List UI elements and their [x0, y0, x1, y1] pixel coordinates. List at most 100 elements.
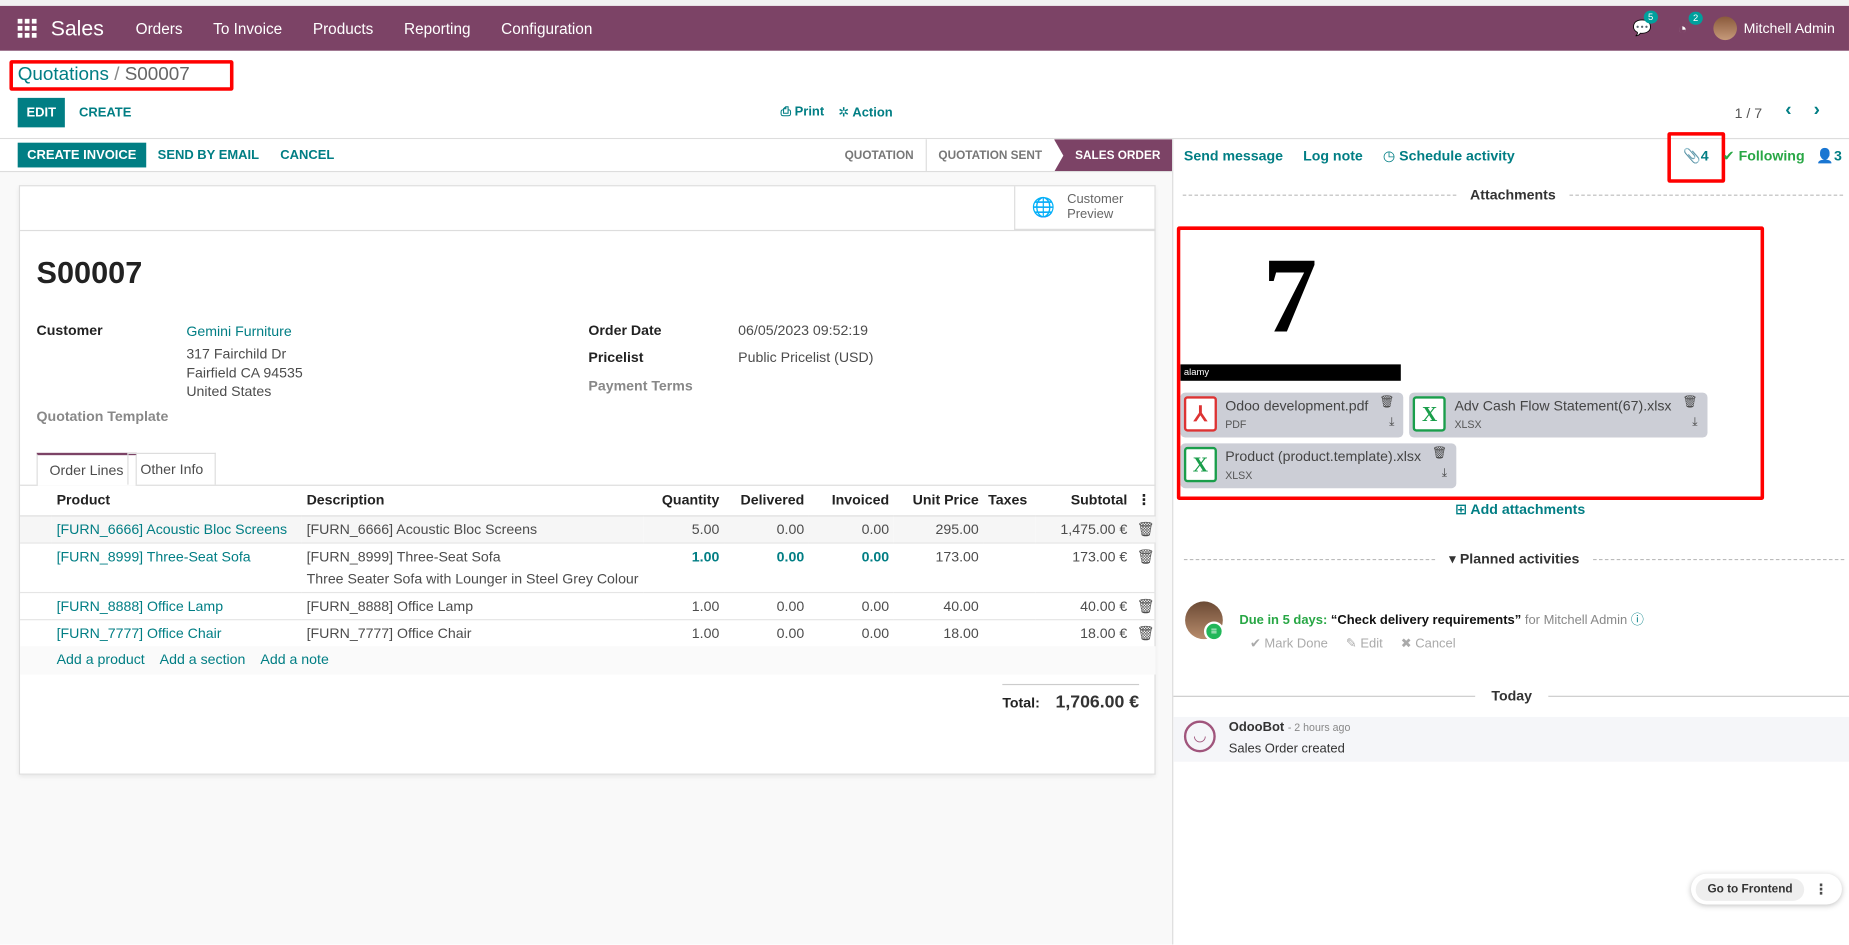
add-note-link[interactable]: Add a note: [260, 650, 329, 667]
order-lines-area: Product Description Quantity Delivered I…: [20, 485, 1156, 712]
pager-value[interactable]: 1 / 7: [1734, 104, 1763, 122]
trash-icon[interactable]: 🗑: [1379, 396, 1395, 410]
line-quantity: 1.00: [643, 618, 725, 646]
activities-icon[interactable]: ◔ 2: [1678, 11, 1704, 37]
action-button[interactable]: ✲ Action: [838, 105, 892, 120]
trash-icon[interactable]: 🗑: [1431, 446, 1447, 460]
col-description[interactable]: Description: [301, 485, 644, 516]
col-quantity[interactable]: Quantity: [643, 485, 725, 516]
col-subtotal[interactable]: Subtotal: [1035, 485, 1133, 516]
line-product[interactable]: [FURN_6666] Acoustic Bloc Screens: [56, 520, 288, 538]
customer-preview-button[interactable]: 🌐 Customer Preview: [1014, 186, 1156, 230]
menu-orders[interactable]: Orders: [135, 19, 183, 38]
app-name[interactable]: Sales: [50, 15, 104, 40]
activities-badge: 2: [1688, 11, 1704, 25]
pricelist-label: Pricelist: [588, 349, 644, 366]
send-message-button[interactable]: Send message: [1183, 147, 1284, 164]
tab-order-lines[interactable]: Order Lines: [36, 452, 137, 486]
print-button[interactable]: ⎙ Print: [781, 105, 825, 120]
info-icon[interactable]: ⓘ: [1630, 613, 1644, 628]
table-row[interactable]: [FURN_6666] Acoustic Bloc Screens [FURN_…: [20, 514, 1156, 543]
add-product-link[interactable]: Add a product: [56, 650, 145, 667]
planned-activities-separator[interactable]: ▾ Planned activities: [1183, 550, 1845, 568]
row-handle: [20, 591, 52, 620]
activity-due: Due in 5 days:: [1239, 613, 1328, 628]
followers-button[interactable]: 👤3: [1816, 147, 1842, 164]
col-invoiced[interactable]: Invoiced: [808, 485, 894, 516]
log-note-button[interactable]: Log note: [1303, 147, 1363, 164]
send-by-email-button[interactable]: SEND BY EMAIL: [157, 147, 260, 163]
attachment-card[interactable]: X Adv Cash Flow Statement(67).xlsx XLSX 🗑…: [1409, 392, 1707, 438]
planned-activities-title: Planned activities: [1459, 550, 1580, 568]
menu-to-invoice[interactable]: To Invoice: [213, 19, 283, 38]
user-name[interactable]: Mitchell Admin: [1743, 20, 1835, 37]
trash-icon[interactable]: 🗑: [1682, 396, 1698, 410]
download-icon[interactable]: ⤓: [1692, 416, 1698, 430]
cancel-activity-button[interactable]: ✖ Cancel: [1400, 636, 1456, 651]
more-options-icon[interactable]: ⋮: [1813, 880, 1829, 898]
line-product[interactable]: [FURN_8888] Office Lamp: [56, 597, 224, 614]
xlsx-icon: X: [1183, 446, 1217, 483]
column-options-icon[interactable]: ⋮: [1132, 485, 1156, 516]
customer-link[interactable]: Gemini Furniture: [186, 323, 292, 340]
line-product[interactable]: [FURN_7777] Office Chair: [56, 624, 222, 641]
stage-quotation-sent[interactable]: QUOTATION SENT: [925, 139, 1053, 171]
customer-label: Customer: [36, 321, 103, 339]
download-icon[interactable]: ⤓: [1389, 416, 1395, 430]
trash-icon[interactable]: 🗑: [1132, 514, 1156, 543]
tab-other-info[interactable]: Other Info: [127, 452, 217, 485]
table-row[interactable]: [FURN_7777] Office Chair [FURN_7777] Off…: [20, 618, 1156, 646]
col-delivered[interactable]: Delivered: [724, 485, 809, 516]
table-row[interactable]: [FURN_8999] Three-Seat Sofa [FURN_8999] …: [20, 541, 1156, 592]
image-attachment[interactable]: 7 alamy: [1180, 231, 1401, 381]
row-handle: [20, 618, 52, 646]
attachment-card[interactable]: X Product (product.template).xlsx XLSX 🗑 ⤓: [1180, 443, 1457, 489]
line-product[interactable]: [FURN_8999] Three-Seat Sofa: [56, 547, 251, 565]
trash-icon[interactable]: 🗑: [1132, 541, 1156, 592]
go-to-frontend-button[interactable]: Go to Frontend: [1695, 877, 1805, 901]
breadcrumb-quotations[interactable]: Quotations: [17, 64, 109, 85]
stage-sales-order[interactable]: SALES ORDER: [1053, 139, 1173, 171]
attachments-title: Attachments: [1470, 186, 1556, 203]
stage-pipeline: QUOTATION QUOTATION SENT SALES ORDER: [833, 139, 1173, 171]
trash-icon[interactable]: 🗑: [1132, 591, 1156, 620]
attachment-type: XLSX: [1225, 469, 1253, 482]
cancel-button[interactable]: CANCEL: [280, 147, 335, 163]
trash-icon[interactable]: 🗑: [1132, 618, 1156, 646]
xlsx-icon: X: [1413, 396, 1447, 432]
pager-next-icon[interactable]: ›: [1813, 100, 1820, 121]
messages-icon[interactable]: 💬 5: [1633, 10, 1658, 38]
line-description: [FURN_8888] Office Lamp: [301, 591, 644, 620]
add-section-link[interactable]: Add a section: [159, 650, 246, 667]
menu-products[interactable]: Products: [312, 19, 374, 38]
apps-menu-icon[interactable]: [17, 18, 37, 38]
line-delivered: 0.00: [724, 618, 809, 646]
mark-done-button[interactable]: ✔ Mark Done: [1249, 636, 1328, 651]
user-avatar[interactable]: [1712, 16, 1737, 41]
attachments-count-button[interactable]: 📎4: [1683, 147, 1709, 164]
table-row[interactable]: [FURN_8888] Office Lamp [FURN_8888] Offi…: [20, 591, 1156, 620]
stage-quotation[interactable]: QUOTATION: [844, 149, 914, 163]
pager-prev-icon[interactable]: ‹: [1785, 100, 1792, 121]
following-button[interactable]: ✔ Following: [1723, 147, 1805, 164]
add-attachments-button[interactable]: ⊞ Add attachments: [1455, 501, 1585, 518]
menu-configuration[interactable]: Configuration: [501, 19, 593, 38]
edit-activity-button[interactable]: ✎ Edit: [1345, 636, 1383, 651]
breadcrumb-separator: /: [114, 64, 120, 85]
create-invoice-button[interactable]: CREATE INVOICE: [17, 142, 146, 168]
col-taxes[interactable]: Taxes: [983, 485, 1036, 516]
schedule-activity-button[interactable]: ◷ Schedule activity: [1383, 147, 1515, 164]
activity-type-icon: ≡: [1203, 621, 1225, 642]
col-product[interactable]: Product: [51, 485, 302, 516]
activity-line: Due in 5 days: “Check delivery requireme…: [1239, 610, 1643, 629]
line-subtotal: 1,475.00 €: [1035, 514, 1133, 543]
create-button[interactable]: CREATE: [79, 106, 132, 121]
attachment-card[interactable]: ⅄ Odoo development.pdf PDF 🗑 ⤓: [1180, 392, 1404, 438]
download-icon[interactable]: ⤓: [1441, 466, 1447, 480]
col-unit-price[interactable]: Unit Price: [893, 485, 984, 516]
total-block: Total: 1,706.00 €: [1002, 683, 1140, 712]
edit-button[interactable]: EDIT: [17, 97, 65, 128]
menu-reporting[interactable]: Reporting: [404, 19, 471, 38]
followers-count: 3: [1834, 147, 1842, 164]
order-name: S00007: [36, 254, 143, 291]
